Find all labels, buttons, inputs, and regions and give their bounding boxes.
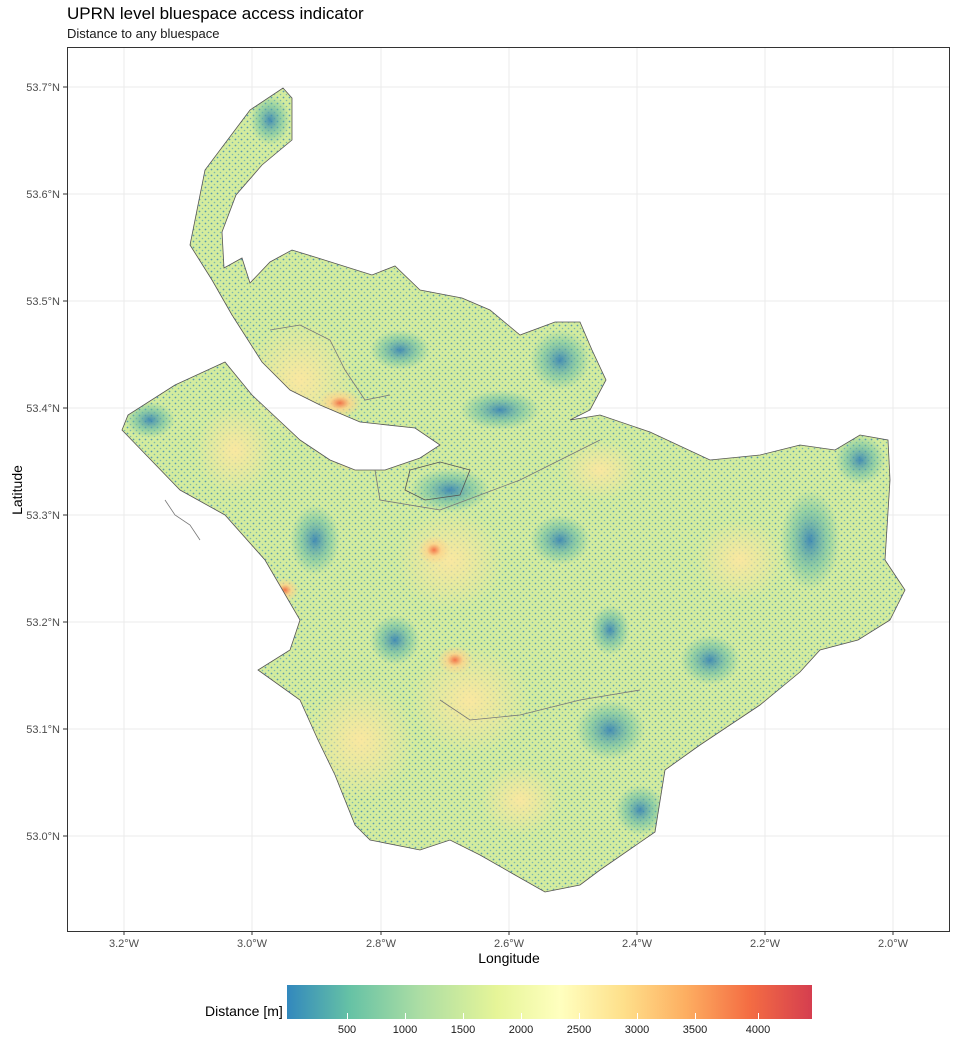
y-axis-title: Latitude xyxy=(9,465,25,515)
x-tick-label: 2.4°W xyxy=(622,938,653,950)
x-tick-label: 3.2°W xyxy=(109,938,140,950)
y-tick-label: 53.5°N xyxy=(26,296,60,308)
x-tick-label: 2.0°W xyxy=(878,938,909,950)
legend-tick-mark xyxy=(637,1013,638,1019)
legend-tick-label: 2500 xyxy=(566,1024,592,1036)
legend-tick-label: 3000 xyxy=(624,1024,650,1036)
legend-tick-mark xyxy=(463,1013,464,1019)
legend-tick-mark xyxy=(695,1013,696,1019)
y-tick-label: 53.4°N xyxy=(26,403,60,415)
legend-tick-mark xyxy=(758,1013,759,1019)
y-tick-label: 53.0°N xyxy=(26,831,60,843)
y-tick-label: 53.3°N xyxy=(26,510,60,522)
legend-tick-mark xyxy=(347,1013,348,1019)
x-tick-label: 2.8°W xyxy=(366,938,397,950)
x-tick-label: 3.0°W xyxy=(237,938,268,950)
legend-title: Distance [m] xyxy=(205,1003,283,1019)
legend-tick-mark xyxy=(579,1013,580,1019)
y-tick-label: 53.6°N xyxy=(26,189,60,201)
legend-tick-mark xyxy=(405,1013,406,1019)
x-axis-title: Longitude xyxy=(478,950,540,966)
y-tick-label: 53.2°N xyxy=(26,617,60,629)
y-tick-label: 53.1°N xyxy=(26,724,60,736)
x-tick-label: 2.6°W xyxy=(494,938,525,950)
legend-tick-label: 3500 xyxy=(682,1024,708,1036)
legend-colorbar xyxy=(287,985,812,1019)
legend-tick-label: 500 xyxy=(337,1024,357,1036)
legend-tick-label: 1500 xyxy=(450,1024,476,1036)
legend-tick-label: 1000 xyxy=(392,1024,418,1036)
boundary-outline xyxy=(121,87,906,893)
legend-tick-label: 2000 xyxy=(508,1024,534,1036)
y-tick-label: 53.7°N xyxy=(26,82,60,94)
x-tick-label: 2.2°W xyxy=(750,938,781,950)
legend-tick-mark xyxy=(521,1013,522,1019)
chart-subtitle: Distance to any bluespace xyxy=(67,26,220,41)
legend-tick-label: 4000 xyxy=(745,1024,771,1036)
chart-title: UPRN level bluespace access indicator xyxy=(67,4,364,23)
